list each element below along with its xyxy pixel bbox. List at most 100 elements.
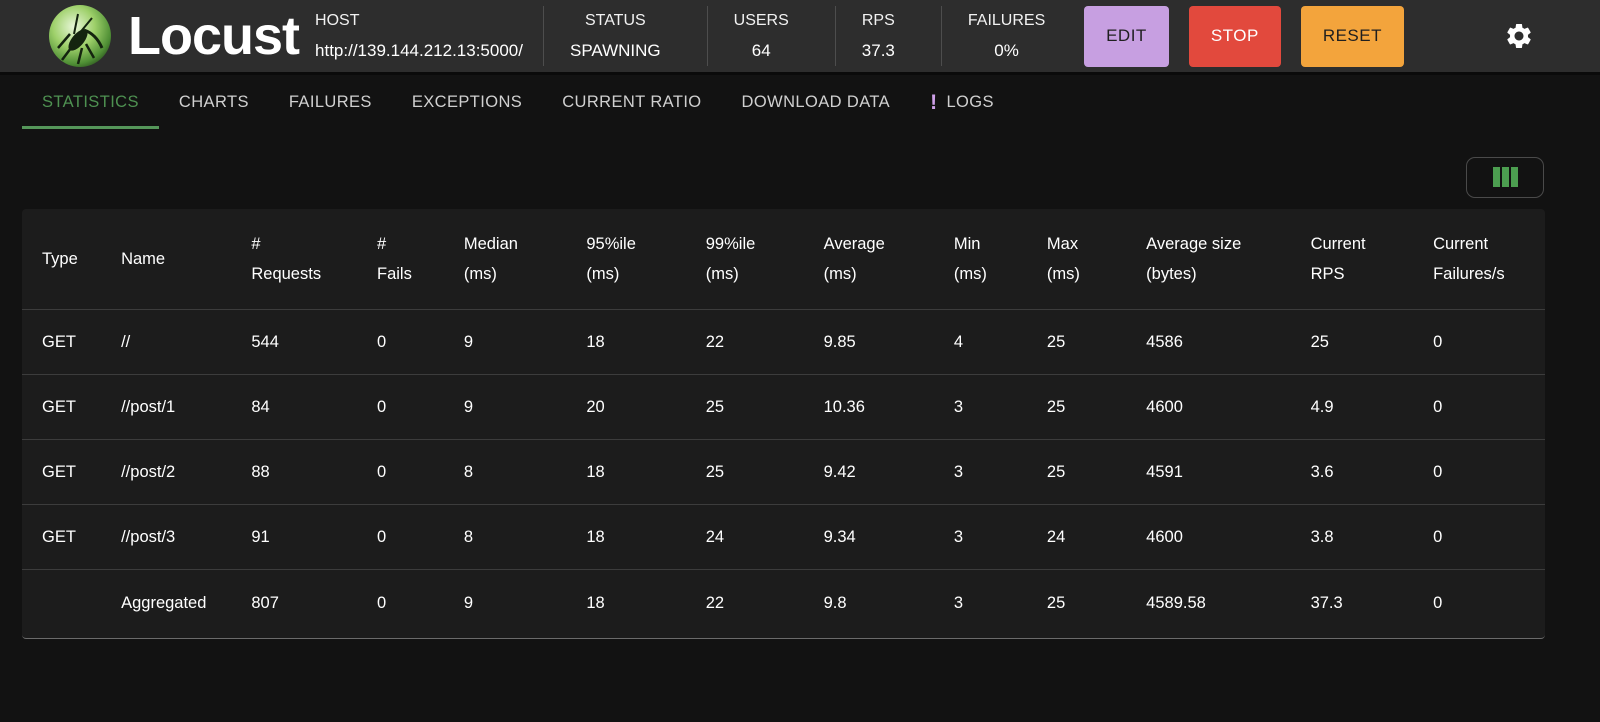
rps-value: 37.3: [861, 41, 895, 60]
host-block: HOST http://139.144.212.13:5000/: [315, 6, 523, 66]
cell-fails: 0: [356, 504, 444, 570]
col-header-text: 99%ile: [705, 235, 756, 253]
tab-logs[interactable]: ! LOGS: [910, 79, 1014, 129]
col-header-text: (bytes): [1146, 265, 1197, 283]
cell-median: 9: [443, 569, 567, 638]
cell-max: 25: [1026, 309, 1127, 375]
cell-99ile: 25: [685, 374, 804, 440]
tab-label: EXCEPTIONS: [411, 93, 523, 111]
tab-exceptions[interactable]: EXCEPTIONS: [392, 79, 542, 129]
column-visibility-button[interactable]: [1466, 156, 1544, 198]
header-divider: [542, 6, 544, 66]
logs-alert-badge-icon: !: [930, 91, 938, 114]
cell-min: 4: [933, 309, 1027, 375]
col-header-text: Current: [1433, 235, 1489, 253]
settings-gear-icon[interactable]: [1504, 21, 1534, 51]
cell-median: 8: [443, 504, 567, 570]
status-label: STATUS: [584, 12, 646, 29]
cell-average: 9.85: [803, 309, 934, 375]
cell-type: GET: [22, 309, 102, 375]
cell-median: 9: [443, 309, 567, 375]
users-label: USERS: [733, 12, 789, 29]
cell-99ile: 24: [685, 504, 804, 570]
tab-failures[interactable]: FAILURES: [269, 79, 392, 129]
app-title: Locust: [128, 6, 300, 66]
tab-charts[interactable]: CHARTS: [159, 79, 269, 129]
tab-statistics[interactable]: STATISTICS: [22, 79, 159, 129]
cell-min: 3: [933, 439, 1027, 505]
col-header-text: (ms): [463, 265, 497, 283]
cell-max: 24: [1026, 504, 1127, 570]
table-header-row: Type Name # Requests # Fails Median (ms) 95…: [22, 209, 1545, 310]
statistics-table: Type Name # Requests # Fails Median (ms) 95…: [22, 209, 1545, 638]
cell-95ile: 18: [566, 439, 686, 505]
cell-max: 25: [1026, 374, 1127, 440]
col-header-average-size[interactable]: Average size (bytes): [1126, 209, 1290, 310]
rps-stat: RPS 37.3: [836, 6, 921, 66]
cell-99ile: 22: [685, 309, 804, 375]
cell-min: 3: [933, 504, 1027, 570]
cell-name: //: [101, 309, 232, 375]
col-header-current-rps[interactable]: Current RPS: [1291, 209, 1414, 310]
col-header-text: Max: [1046, 235, 1079, 253]
cell-current-failures: 0: [1413, 569, 1545, 638]
cell-current-rps: 4.9: [1290, 374, 1414, 440]
col-header-text: #: [376, 235, 387, 253]
cell-99ile: 25: [685, 439, 804, 505]
cell-average-size: 4586: [1126, 309, 1291, 375]
col-header-average[interactable]: Average (ms): [804, 209, 934, 310]
cell-99ile: 22: [685, 569, 804, 638]
failures-value: 0%: [994, 41, 1019, 60]
cell-min: 3: [933, 374, 1027, 440]
col-header-text: Average: [823, 235, 885, 253]
cell-average: 9.34: [803, 504, 934, 570]
col-header-text: (ms): [953, 265, 987, 283]
reset-button[interactable]: RESET: [1300, 5, 1404, 67]
stop-button[interactable]: STOP: [1188, 5, 1281, 67]
col-header-text: Median: [463, 235, 518, 253]
table-row: GET //post/3 91 0 8 18 24 9.34 3 24 4600…: [22, 504, 1545, 570]
cell-average: 9.8: [803, 569, 934, 638]
cell-current-failures: 0: [1413, 309, 1545, 375]
col-header-max[interactable]: Max (ms): [1027, 209, 1126, 310]
cell-median: 9: [443, 374, 567, 440]
col-header-type[interactable]: Type: [22, 209, 101, 310]
tab-download-data[interactable]: DOWNLOAD DATA: [722, 79, 911, 129]
cell-fails: 0: [356, 569, 444, 638]
col-header-95ile[interactable]: 95%ile (ms): [566, 209, 685, 310]
cell-name: //post/1: [101, 374, 232, 440]
col-header-99ile[interactable]: 99%ile (ms): [686, 209, 804, 310]
cell-type: GET: [22, 504, 102, 570]
nav-tabs: STATISTICS CHARTS FAILURES EXCEPTIONS CU…: [0, 79, 1600, 129]
columns-icon: [1492, 167, 1518, 187]
header-divider: [834, 6, 836, 66]
edit-button[interactable]: EDIT: [1084, 5, 1169, 67]
col-header-name[interactable]: Name: [101, 209, 231, 310]
cell-fails: 0: [356, 374, 444, 440]
col-header-fails[interactable]: # Fails: [357, 209, 444, 310]
col-header-text: RPS: [1310, 265, 1345, 283]
cell-current-failures: 0: [1413, 439, 1545, 505]
col-header-text: Name: [121, 250, 166, 268]
status-value: SPAWNING: [569, 41, 661, 60]
tab-label: STATISTICS: [42, 93, 139, 111]
header-divider: [940, 6, 942, 66]
cell-current-rps: 3.8: [1290, 504, 1414, 570]
col-header-current-failures[interactable]: Current Failures/s: [1413, 209, 1545, 310]
cell-average-size: 4591: [1126, 439, 1291, 505]
table-row-aggregated: Aggregated 807 0 9 18 22 9.8 3 25 4589.5…: [22, 569, 1545, 638]
app-header: Locust HOST http://139.144.212.13:5000/ …: [0, 0, 1600, 75]
table-row: GET //post/2 88 0 8 18 25 9.42 3 25 4591…: [22, 439, 1545, 505]
tab-label: FAILURES: [288, 93, 372, 111]
col-header-requests[interactable]: # Requests: [231, 209, 357, 310]
cell-current-rps: 37.3: [1290, 569, 1414, 638]
col-header-min[interactable]: Min (ms): [934, 209, 1027, 310]
col-header-text: (ms): [823, 265, 857, 283]
cell-max: 25: [1026, 569, 1127, 638]
tab-current-ratio[interactable]: CURRENT RATIO: [542, 79, 721, 129]
failures-stat: FAILURES 0%: [942, 6, 1071, 66]
tab-label: LOGS: [946, 93, 994, 111]
col-header-median[interactable]: Median (ms): [444, 209, 567, 310]
host-url: http://139.144.212.13:5000/: [315, 41, 523, 60]
users-value: 64: [751, 41, 771, 60]
